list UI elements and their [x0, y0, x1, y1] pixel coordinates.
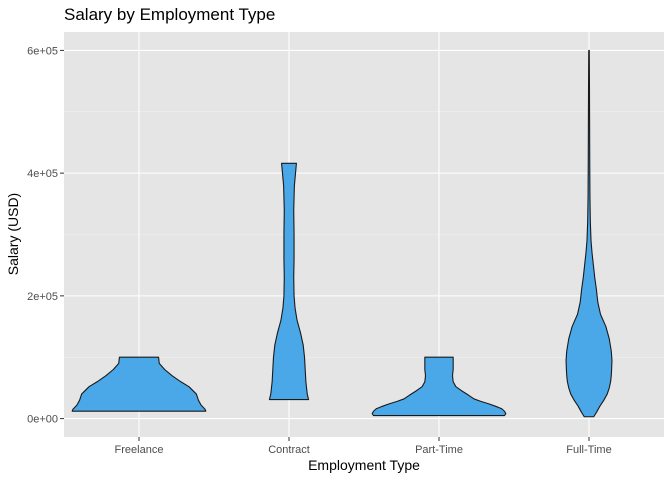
- violin-freelance: [71, 356, 207, 412]
- x-axis-label: Employment Type: [308, 457, 420, 473]
- x-tick-label: Full-Time: [566, 444, 611, 456]
- y-tick-label: 6e+05: [27, 45, 58, 57]
- x-tick-label: Contract: [268, 444, 310, 456]
- violin-full-time: [565, 49, 613, 418]
- y-axis-ticks: 0e+00 2e+05 4e+05 6e+05: [27, 45, 64, 426]
- chart-title: Salary by Employment Type: [64, 5, 275, 24]
- y-tick-label: 0e+00: [27, 414, 58, 426]
- violins: [71, 49, 613, 418]
- x-tick-label: Part-Time: [415, 444, 463, 456]
- y-axis-label: Salary (USD): [5, 193, 21, 275]
- y-tick-label: 2e+05: [27, 291, 58, 303]
- violin-part-time: [371, 356, 507, 417]
- x-axis-ticks: Freelance Contract Part-Time Full-Time: [115, 437, 612, 456]
- x-tick-label: Freelance: [115, 444, 164, 456]
- y-tick-label: 4e+05: [27, 168, 58, 180]
- violin-contract: [268, 162, 310, 401]
